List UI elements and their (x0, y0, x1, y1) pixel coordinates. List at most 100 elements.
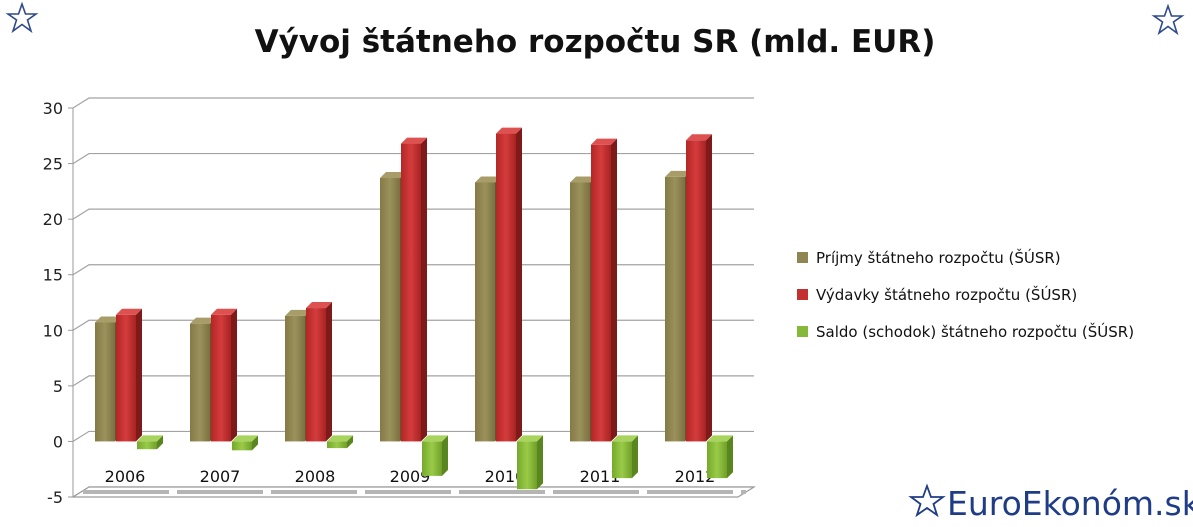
bar-front (517, 441, 537, 490)
bar-front (327, 441, 347, 449)
bar-top (591, 138, 617, 145)
bar (211, 308, 237, 442)
bar-front (116, 314, 136, 442)
bar-side (611, 138, 617, 442)
bar-front (190, 323, 210, 442)
bar-top (517, 435, 543, 442)
bar (306, 302, 332, 442)
y-tick-label: 20 (43, 210, 63, 229)
x-category-label: 2006 (105, 467, 146, 486)
bar (137, 435, 163, 450)
bar (496, 127, 522, 442)
bar-top (475, 176, 501, 183)
bar-top (422, 435, 448, 442)
corner-star-left-icon (5, 1, 39, 34)
gridline (72, 97, 754, 109)
bar-top (95, 316, 121, 323)
legend-swatch (797, 289, 808, 300)
gridline (72, 375, 754, 387)
plot-floor (70, 486, 757, 498)
bar-front (306, 308, 326, 442)
bar-front (422, 441, 442, 476)
bar (327, 435, 353, 449)
bar-top (285, 309, 311, 316)
bar-front (285, 315, 305, 442)
corner-star-right-icon (1151, 3, 1185, 36)
bar-side (347, 435, 353, 449)
bar-top (707, 435, 733, 442)
chart-title: Vývoj štátneho rozpočtu SR (mld. EUR) (255, 24, 936, 60)
bar-top (116, 308, 142, 315)
legend-label: Príjmy štátneho rozpočtu (ŠÚSR) (816, 248, 1061, 267)
bar-top (190, 317, 216, 324)
y-tick-label: 0 (53, 432, 63, 451)
bar-side (537, 435, 543, 490)
gridline (72, 152, 754, 165)
bar-side (421, 137, 427, 442)
y-tick-label: 25 (43, 155, 63, 174)
gridline (72, 319, 754, 331)
bar-top (570, 176, 596, 183)
bar-front (211, 314, 231, 442)
gridline (72, 208, 754, 220)
bar-top (306, 302, 332, 309)
bar-front (475, 182, 495, 442)
bar-top (327, 435, 353, 442)
bar (232, 435, 258, 451)
bar (517, 435, 543, 490)
legend: Príjmy štátneho rozpočtu (ŠÚSR) Výdavky š… (797, 248, 1134, 341)
gridline (72, 430, 754, 442)
bar-front (570, 182, 590, 442)
x-category-label: 2007 (200, 467, 241, 486)
bar-front (686, 140, 706, 442)
bar-side (632, 435, 638, 479)
y-axis-ticks: -5 0 5 10 15 20 25 30 (43, 99, 73, 507)
x-category-label: 2010 (485, 467, 526, 486)
bar-front (95, 322, 115, 442)
bar-top (665, 170, 691, 177)
bar-side (706, 134, 712, 442)
bar (116, 308, 142, 442)
bar-top (380, 172, 406, 179)
legend-swatch (797, 326, 808, 337)
bar-top (686, 134, 712, 141)
y-tick-label: 5 (53, 377, 63, 396)
y-tick-label: -5 (47, 488, 63, 507)
x-axis-categories: 2006 2007 2008 2009 2010 2011 2012 (105, 467, 716, 486)
bar-side (326, 302, 332, 442)
bar-top (612, 435, 638, 442)
brand-text: EuroEkonóm.sk (947, 484, 1193, 523)
bar (612, 435, 638, 479)
x-category-label: 2012 (675, 467, 716, 486)
bar-front (232, 441, 252, 451)
y-tick-label: 10 (43, 321, 63, 340)
bar-front (401, 143, 421, 442)
bar (422, 435, 448, 476)
bar (686, 134, 712, 442)
legend-label: Výdavky štátneho rozpočtu (ŠÚSR) (816, 285, 1077, 304)
bar-side (231, 308, 237, 442)
brand-star-icon (908, 483, 946, 518)
bar-top (211, 308, 237, 315)
bar-front (137, 441, 157, 450)
brand-logo: EuroEkonóm.sk (908, 483, 1193, 523)
bar-top (232, 435, 258, 442)
bars (95, 127, 733, 490)
bar (707, 435, 733, 479)
bar-side (136, 308, 142, 442)
bar-front (665, 176, 685, 442)
bar-side (157, 435, 163, 450)
bar-front (380, 178, 400, 442)
legend-swatch (797, 252, 808, 263)
bar-side (516, 127, 522, 442)
x-category-label: 2011 (580, 467, 621, 486)
bar-top (401, 137, 427, 144)
bar-front (591, 144, 611, 442)
y-tick-label: 30 (43, 99, 63, 118)
bar-top (496, 127, 522, 134)
bar-side (252, 435, 258, 451)
bar-front (496, 133, 516, 442)
x-category-label: 2009 (390, 467, 431, 486)
bar (401, 137, 427, 442)
y-tick-label: 15 (43, 266, 63, 285)
